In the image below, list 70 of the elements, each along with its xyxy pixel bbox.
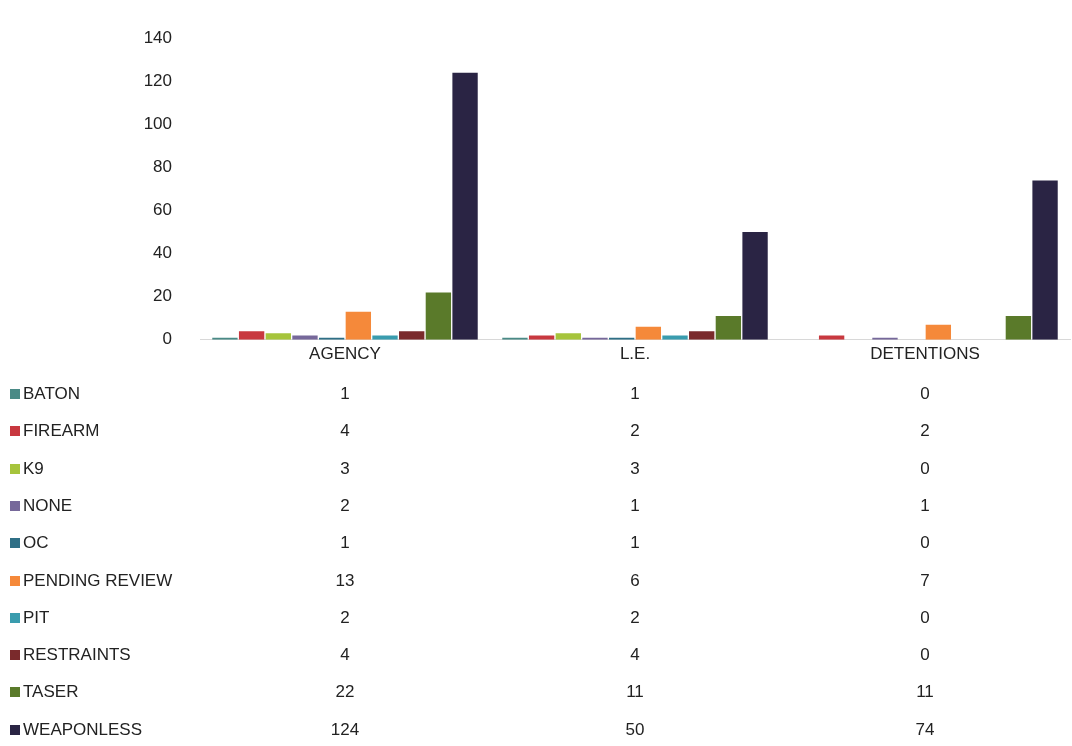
legend-label: OC — [23, 533, 49, 554]
bar — [345, 311, 372, 340]
data-label: 3 — [630, 458, 640, 479]
data-label: 2 — [920, 421, 930, 442]
bar — [925, 324, 952, 340]
y-tick-label: 100 — [143, 114, 172, 134]
data-label: 1 — [340, 384, 350, 404]
data-label: 2 — [630, 607, 640, 628]
bar — [238, 331, 265, 340]
data-label: 2 — [340, 495, 350, 516]
data-label: 0 — [920, 645, 930, 666]
legend-label: WEAPONLESS — [23, 719, 143, 740]
bar — [689, 331, 715, 340]
data-label: 1 — [630, 533, 640, 554]
data-label: 4 — [340, 645, 350, 666]
data-label: 0 — [920, 458, 930, 479]
bar — [425, 292, 452, 340]
x-tick-label: AGENCY — [309, 343, 381, 363]
data-label: 4 — [340, 421, 350, 442]
y-tick-label: 40 — [153, 243, 172, 263]
data-label: 2 — [630, 421, 640, 442]
y-tick-label: 20 — [153, 286, 172, 306]
data-label: 6 — [630, 570, 640, 591]
bar — [818, 335, 845, 340]
legend-label: PENDING REVIEW — [23, 570, 173, 591]
bar — [662, 335, 688, 340]
data-label: 11 — [626, 682, 644, 703]
bar — [1005, 316, 1032, 340]
x-tick-label: DETENTIONS — [870, 343, 980, 363]
bar — [555, 333, 581, 340]
bar — [1032, 180, 1058, 340]
data-label: 7 — [920, 570, 930, 591]
legend-label: RESTRAINTS — [23, 645, 131, 666]
legend-label: K9 — [23, 458, 44, 479]
data-label: 124 — [330, 719, 360, 740]
bar — [372, 335, 398, 340]
bar — [742, 232, 768, 340]
data-label: 13 — [335, 570, 355, 591]
legend-label: BATON — [23, 384, 80, 404]
legend-label: FIREARM — [23, 421, 100, 442]
data-label: 0 — [920, 533, 930, 554]
data-label: 0 — [920, 384, 930, 404]
data-label: 74 — [915, 719, 935, 740]
data-label: 1 — [630, 384, 640, 404]
legend-label: PIT — [23, 607, 50, 628]
data-label: 50 — [625, 719, 645, 740]
data-label: 4 — [630, 645, 640, 666]
data-label: 1 — [340, 533, 350, 554]
y-tick-label: 80 — [153, 157, 172, 177]
bar — [528, 335, 555, 340]
y-tick-label: 140 — [143, 27, 172, 47]
bar — [715, 316, 742, 340]
data-label: 22 — [335, 682, 355, 703]
y-tick-label: 0 — [162, 329, 172, 349]
data-label: 11 — [916, 682, 934, 703]
x-tick-label: L.E. — [619, 343, 651, 363]
y-tick-label: 120 — [143, 70, 172, 90]
bar — [265, 333, 291, 340]
data-label: 2 — [340, 607, 350, 628]
bar — [452, 72, 478, 340]
data-label: 0 — [920, 607, 930, 628]
bar — [635, 326, 662, 340]
data-label: 1 — [630, 495, 640, 516]
bar — [292, 335, 318, 340]
y-tick-label: 60 — [153, 200, 172, 220]
bar — [399, 331, 425, 340]
legend-label: TASER — [23, 682, 79, 703]
data-label: 1 — [920, 495, 930, 516]
legend-label: NONE — [23, 495, 73, 516]
data-label: 3 — [340, 458, 350, 479]
